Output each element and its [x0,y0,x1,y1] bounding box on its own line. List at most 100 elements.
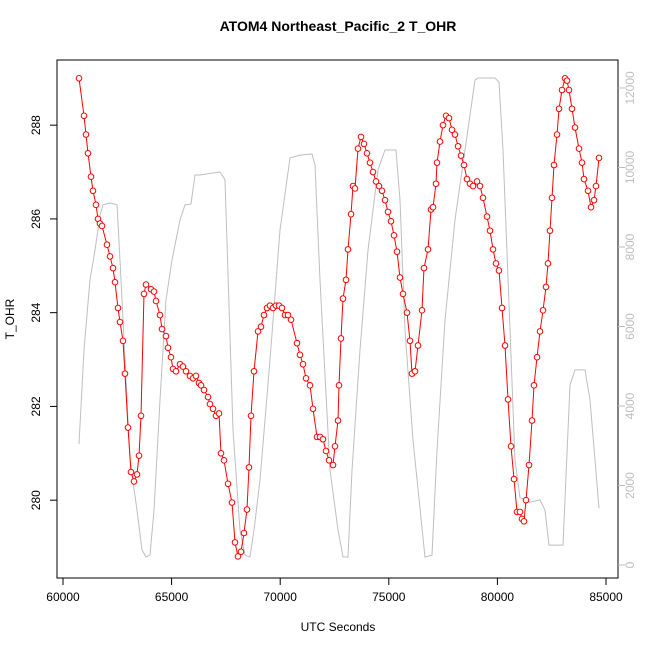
data-point [555,105,563,113]
data-point [204,393,212,401]
data-point [544,260,552,267]
data-point [432,180,440,188]
data-point [595,154,603,162]
data-point [539,307,547,314]
data-point [510,475,518,483]
data-point [103,241,111,248]
data-point [167,353,175,361]
data-point [414,342,422,349]
data-point [240,529,248,537]
data-point [127,468,135,476]
data-point [116,318,124,326]
data-point [590,196,598,204]
data-point [250,367,258,375]
data-point [451,131,459,138]
data-point [363,149,371,157]
data-point [342,276,350,284]
data-point [284,311,292,319]
data-point [406,337,414,345]
data-point [299,360,307,368]
data-point [152,297,160,305]
data-point [522,496,530,504]
data-point [592,182,600,190]
data-point [501,342,509,349]
data-point [231,539,239,546]
data-point [454,142,462,150]
data-point [558,86,566,94]
data-point [215,410,223,417]
y-tick-label: 288 [29,115,43,135]
data-point [234,553,242,560]
data-point [563,77,571,84]
data-point [156,311,164,319]
data-point [357,133,365,141]
data-point [424,246,432,253]
data-point [296,351,304,359]
data-point [387,217,395,225]
data-point [445,114,453,122]
data-point [293,339,301,347]
data-point [492,260,500,267]
data-point [287,316,295,324]
data-point [243,506,251,513]
data-point [182,367,190,375]
data-point [396,274,404,281]
data-point [344,246,352,253]
data-point [433,159,441,166]
data-point [98,222,106,230]
data-point [220,457,228,464]
data-point [533,353,541,361]
y-tick-label: 286 [29,209,43,229]
data-point [550,161,558,169]
data-point [460,161,468,169]
y2-tick-label: 2000 [623,472,637,499]
data-point [536,328,544,335]
y2-tick-label: 10000 [623,150,637,184]
data-point [192,372,200,380]
data-point [489,246,497,253]
data-point [578,159,586,166]
data-point [369,168,377,176]
data-point [130,478,138,485]
data-point [75,74,83,82]
data-point [354,145,362,152]
data-point [217,450,225,457]
data-point [82,131,90,138]
data-point [399,290,407,298]
x-tick-label: 85000 [589,590,623,604]
data-point [372,178,380,185]
data-point [254,328,262,335]
data-point [366,159,374,166]
data-point [473,178,481,185]
data-point [334,417,342,424]
data-point [140,290,148,298]
data-point [172,367,180,375]
data-point [111,278,119,286]
data-point [393,248,401,256]
data-point [575,145,583,152]
data-point [530,382,538,389]
data-point [448,126,456,134]
data-point [306,382,314,389]
data-point [257,323,265,331]
y-axis-label: T_OHR [3,298,17,339]
data-point [329,461,337,469]
y-tick-label: 282 [29,396,43,416]
data-point [224,480,232,488]
data-point [418,307,426,314]
data-point [548,194,556,202]
data-point [483,213,491,220]
plot-frame [56,59,619,579]
data-point [331,442,339,450]
data-point [87,173,95,181]
data-point [335,382,343,389]
data-point [158,325,166,333]
data-point [121,370,129,377]
data-point [351,185,359,192]
data-point [135,452,143,459]
data-point [420,264,428,272]
data-point [325,457,333,464]
data-point [486,227,494,234]
data-point [479,194,487,202]
data-point [584,187,592,195]
